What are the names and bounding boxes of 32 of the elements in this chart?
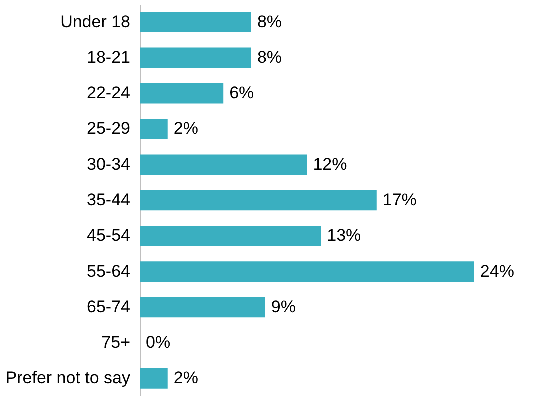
data-label: 9% bbox=[271, 297, 296, 316]
data-label: 17% bbox=[382, 190, 417, 210]
y-tick-label: 18-21 bbox=[87, 48, 130, 67]
data-label: 12% bbox=[313, 154, 348, 174]
bar bbox=[140, 119, 168, 140]
bar bbox=[140, 297, 266, 318]
data-label: 2% bbox=[174, 368, 198, 388]
bar bbox=[140, 368, 168, 389]
data-label: 2% bbox=[174, 119, 198, 138]
y-tick-label: 35-44 bbox=[87, 190, 130, 210]
bar bbox=[140, 12, 252, 32]
y-tick-label: 55-64 bbox=[87, 262, 130, 281]
data-label: 8% bbox=[257, 48, 282, 67]
y-tick-label: 30-34 bbox=[87, 154, 130, 174]
bar bbox=[140, 48, 252, 68]
y-tick-label: 45-54 bbox=[87, 226, 130, 246]
y-tick-label: 65-74 bbox=[87, 297, 130, 316]
y-tick-label: 75+ bbox=[102, 333, 131, 352]
y-tick-label: Under 18 bbox=[60, 12, 130, 32]
y-tick-label: 25-29 bbox=[87, 119, 130, 138]
bar bbox=[140, 83, 224, 104]
y-tick-label: Prefer not to say bbox=[6, 368, 131, 388]
data-label: 13% bbox=[327, 226, 362, 246]
y-tick-label: 22-24 bbox=[87, 84, 130, 103]
bar bbox=[140, 154, 308, 176]
bar bbox=[140, 226, 322, 246]
bar bbox=[140, 262, 474, 282]
data-label: 8% bbox=[257, 12, 282, 32]
data-label: 24% bbox=[480, 262, 514, 281]
data-label: 0% bbox=[146, 333, 171, 352]
data-label: 6% bbox=[230, 84, 254, 103]
bar bbox=[140, 190, 377, 211]
